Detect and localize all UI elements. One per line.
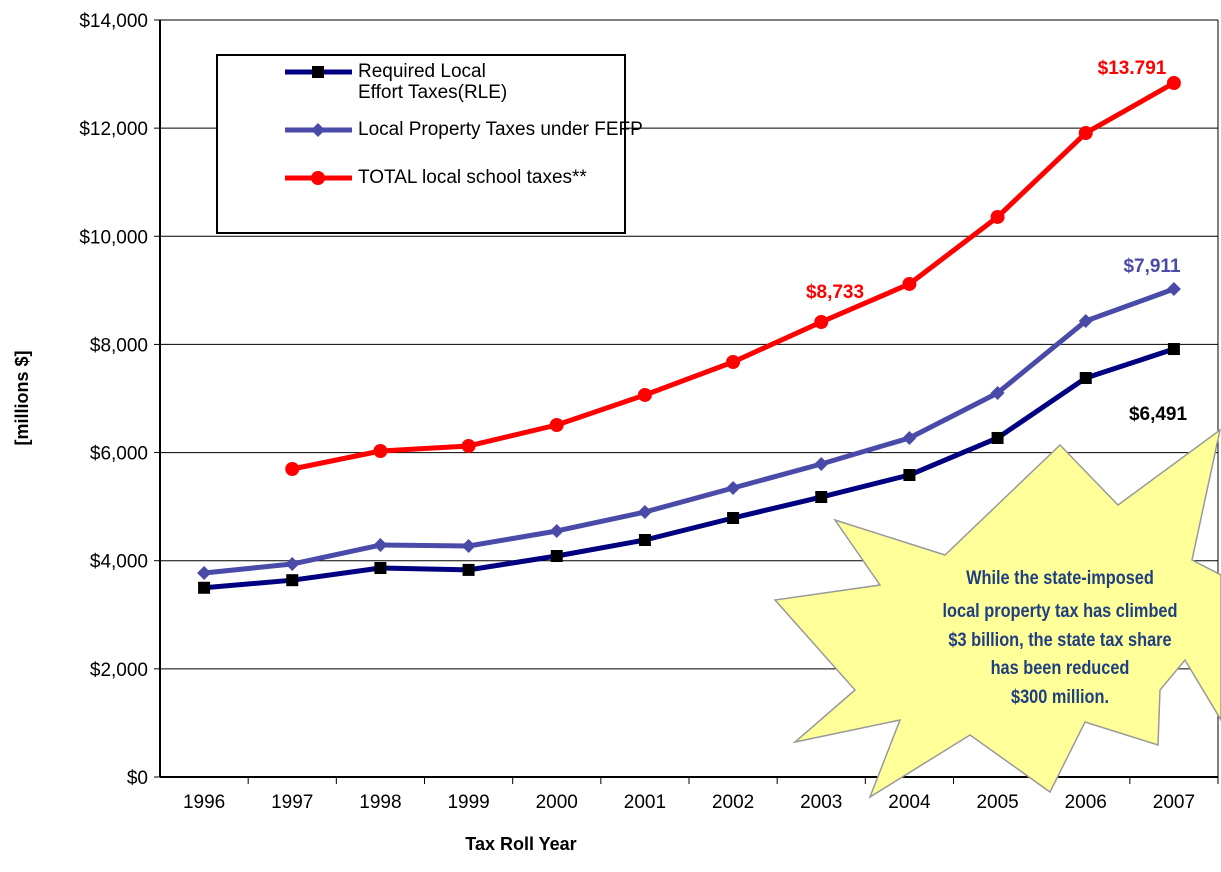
legend-label: TOTAL local school taxes** [358, 167, 587, 188]
annotation: $13.791 [1098, 58, 1167, 79]
y-tick-label: $12,000 [79, 119, 148, 140]
data-point [1166, 282, 1181, 297]
x-tick-label: 2007 [1153, 792, 1195, 813]
data-point [991, 431, 1004, 444]
data-point [1166, 75, 1181, 90]
x-tick-label: 2003 [800, 792, 842, 813]
data-point [637, 387, 652, 402]
y-tick-label: $14,000 [79, 11, 148, 32]
series-line [203, 286, 1175, 576]
callout-burst [773, 428, 1221, 799]
legend-label: Local Property Taxes under FEFP [358, 119, 643, 140]
callout-text: local property tax has climbed [943, 600, 1178, 621]
x-tick-label: 1997 [271, 792, 313, 813]
data-point [461, 438, 476, 453]
callout-text: $3 billion, the state tax share [948, 629, 1171, 650]
data-point [373, 444, 388, 459]
callout-text: $300 million. [1011, 686, 1109, 707]
annotation: $6,491 [1129, 404, 1188, 425]
data-point [815, 491, 828, 504]
data-point [374, 562, 387, 575]
data-point [903, 469, 916, 482]
data-point [462, 563, 475, 576]
data-point [814, 456, 829, 471]
y-tick-label: $6,000 [90, 444, 148, 465]
data-point [902, 430, 917, 445]
y-tick-label: $10,000 [79, 227, 148, 248]
data-point [285, 462, 300, 477]
x-tick-label: 2001 [624, 792, 666, 813]
annotation: $7,911 [1123, 256, 1180, 277]
data-point [726, 480, 741, 495]
y-axis-title: [millions $] [12, 350, 32, 445]
data-point [638, 534, 651, 547]
data-point [902, 276, 917, 291]
y-tick-label: $0 [127, 768, 148, 789]
x-tick-label: 2006 [1065, 792, 1107, 813]
data-point [549, 417, 564, 432]
data-point [373, 538, 388, 553]
y-tick-label: $2,000 [90, 660, 148, 681]
legend-marker [311, 171, 325, 185]
y-tick-label: $4,000 [90, 552, 148, 573]
data-point [550, 550, 563, 563]
legend-marker [312, 66, 324, 78]
x-tick-label: 2002 [712, 792, 754, 813]
data-point [286, 574, 299, 587]
data-point [285, 557, 300, 572]
data-point [198, 581, 211, 594]
data-point [727, 511, 740, 524]
data-point [1078, 126, 1093, 141]
callout-text: While the state-imposed [966, 567, 1154, 588]
callout-text: has been reduced [991, 657, 1130, 678]
x-tick-label: 2004 [888, 792, 931, 813]
x-axis-title: Tax Roll Year [465, 834, 576, 854]
x-tick-label: 1998 [359, 792, 401, 813]
data-point [1167, 343, 1180, 356]
data-point [1078, 314, 1093, 329]
x-tick-label: 2005 [976, 792, 1018, 813]
x-tick-label: 2000 [536, 792, 578, 813]
x-tick-label: 1999 [447, 792, 489, 813]
annotation: $8,733 [806, 282, 864, 303]
data-point [1079, 372, 1092, 385]
data-point [461, 539, 476, 554]
data-point [990, 209, 1005, 224]
data-point [990, 385, 1005, 400]
y-tick-label: $8,000 [90, 335, 148, 356]
data-point [549, 523, 564, 538]
series-line [203, 346, 1175, 591]
legend-label: Required Local Effort Taxes(RLE) [358, 61, 508, 103]
data-point [814, 314, 829, 329]
data-point [726, 355, 741, 370]
x-tick-label: 1996 [183, 792, 225, 813]
legend-box [216, 54, 626, 234]
data-point [637, 504, 652, 519]
data-point [197, 565, 212, 580]
legend-marker [311, 123, 325, 137]
